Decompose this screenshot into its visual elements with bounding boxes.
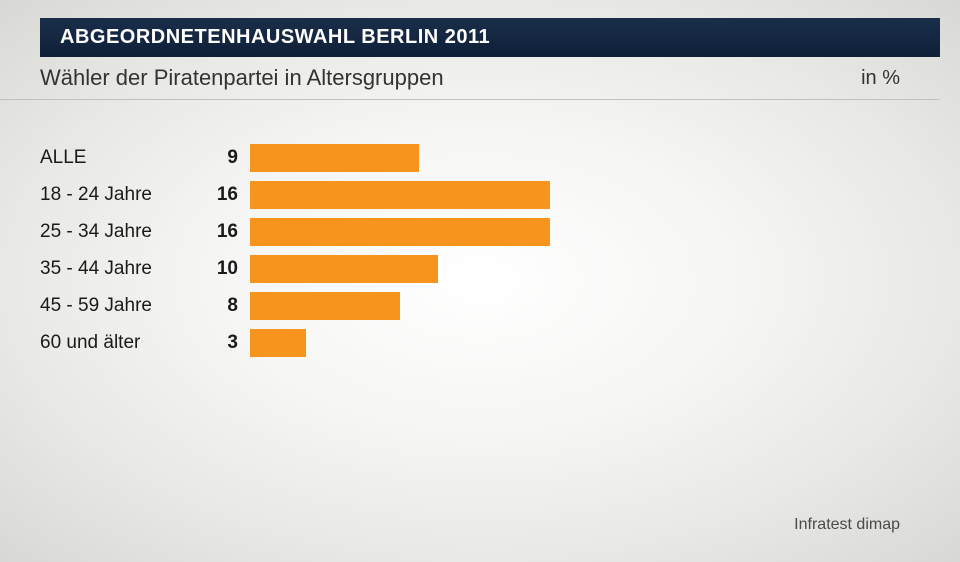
bar-track bbox=[250, 292, 920, 320]
row-value: 3 bbox=[200, 332, 250, 354]
chart-row: 45 - 59 Jahre 8 bbox=[40, 288, 920, 323]
bar-chart: ALLE 9 18 - 24 Jahre 16 25 - 34 Jahre 16… bbox=[40, 140, 920, 360]
chart-row: 18 - 24 Jahre 16 bbox=[40, 177, 920, 212]
chart-subtitle: Wähler der Piratenpartei in Altersgruppe… bbox=[40, 65, 444, 91]
row-label: 60 und älter bbox=[40, 332, 200, 354]
bar-fill bbox=[250, 292, 400, 320]
row-value: 8 bbox=[200, 295, 250, 317]
row-value: 9 bbox=[200, 147, 250, 169]
bar-track bbox=[250, 218, 920, 246]
row-value: 16 bbox=[200, 184, 250, 206]
source-label: Infratest dimap bbox=[794, 516, 900, 534]
row-label: 35 - 44 Jahre bbox=[40, 258, 200, 280]
bar-track bbox=[250, 181, 920, 209]
bar-fill bbox=[250, 181, 550, 209]
row-label: 45 - 59 Jahre bbox=[40, 295, 200, 317]
bar-track bbox=[250, 255, 920, 283]
bar-track bbox=[250, 329, 920, 357]
header-banner: ABGEORDNETENHAUSWAHL BERLIN 2011 bbox=[40, 18, 940, 57]
row-label: ALLE bbox=[40, 147, 200, 169]
row-value: 16 bbox=[200, 221, 250, 243]
row-value: 10 bbox=[200, 258, 250, 280]
chart-row: 60 und älter 3 bbox=[40, 325, 920, 360]
row-label: 18 - 24 Jahre bbox=[40, 184, 200, 206]
unit-label: in % bbox=[861, 67, 900, 90]
bar-fill bbox=[250, 329, 306, 357]
bar-fill bbox=[250, 144, 419, 172]
chart-row: 25 - 34 Jahre 16 bbox=[40, 214, 920, 249]
row-label: 25 - 34 Jahre bbox=[40, 221, 200, 243]
chart-row: 35 - 44 Jahre 10 bbox=[40, 251, 920, 286]
chart-row: ALLE 9 bbox=[40, 140, 920, 175]
header-title: ABGEORDNETENHAUSWAHL BERLIN 2011 bbox=[60, 26, 920, 49]
bar-track bbox=[250, 144, 920, 172]
subheader: Wähler der Piratenpartei in Altersgruppe… bbox=[0, 57, 940, 100]
bar-fill bbox=[250, 255, 438, 283]
bar-fill bbox=[250, 218, 550, 246]
